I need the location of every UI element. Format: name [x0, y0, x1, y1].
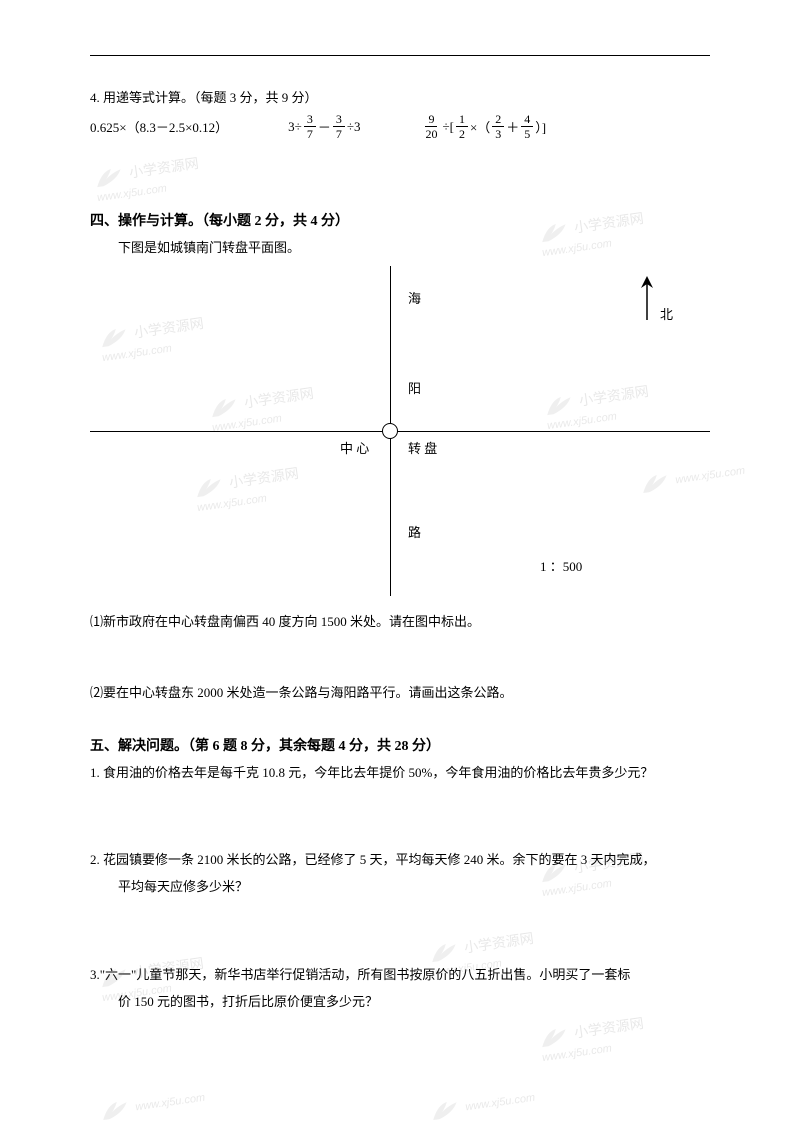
eq2-frac1: 37: [304, 113, 316, 140]
diagram: 海 阳 路 中 心 转 盘 北 1 ：500: [90, 266, 710, 596]
label-yang: 阳: [408, 378, 421, 397]
center-circle: [382, 423, 398, 439]
axis-horizontal: [90, 431, 710, 432]
eq3: 920 ÷[ 12 ×（ 23 ＋ 45 ）]: [420, 113, 546, 140]
label-hai: 海: [408, 288, 421, 307]
section5-q3b: 价 150 元的图书，打折后比原价便宜多少元？: [90, 990, 710, 1013]
watermark-text-cn: 小学资源网: [573, 1015, 645, 1041]
eq2-frac2: 37: [333, 113, 345, 140]
label-north: 北: [660, 304, 673, 323]
watermark-icon: www.xj5u.com: [99, 1088, 206, 1122]
section5-q1: 1. 食用油的价格去年是每千克 10.8 元，今年比去年提价 50%，今年食用油…: [90, 761, 710, 784]
label-zhongxin: 中 心: [340, 438, 369, 457]
north-arrow-icon: [640, 276, 654, 320]
eq2-c: ÷3: [347, 119, 361, 135]
watermark-icon: 小学资源网 www.xj5u.com: [538, 1013, 648, 1065]
watermark-icon: www.xj5u.com: [429, 1088, 536, 1122]
watermark-text-cn: 小学资源网: [128, 155, 200, 181]
section4-q1: ⑴新市政府在中心转盘南偏西 40 度方向 1500 米处。请在图中标出。: [90, 610, 710, 633]
eq3-frac2: 12: [456, 113, 468, 140]
section5-q2b: 平均每天应修多少米？: [90, 875, 710, 898]
eq3-frac1: 920: [422, 113, 440, 140]
label-zhuanpan: 转 盘: [408, 438, 437, 457]
eq3-frac3: 23: [492, 113, 504, 140]
top-rule: [90, 55, 710, 56]
watermark-text-url: www.xj5u.com: [96, 182, 167, 204]
label-scale: 1 ：500: [540, 556, 582, 575]
section4-title: 四、操作与计算。（每小题 2 分，共 4 分）: [90, 210, 710, 230]
section5-title: 五、解决问题。（第 6 题 8 分，其余每题 4 分，共 28 分）: [90, 735, 710, 755]
watermark-text-url: www.xj5u.com: [135, 1092, 206, 1114]
eq3-b: ×（: [470, 117, 490, 136]
section4-q2: ⑵要在中心转盘东 2000 米处造一条公路与海阳路平行。请画出这条公路。: [90, 681, 710, 704]
q4-title: 4. 用递等式计算。（每题 3 分，共 9 分）: [90, 86, 710, 109]
eq1: 0.625×（8.3－2.5×0.12）: [90, 117, 228, 136]
eq3-d: ）]: [535, 117, 546, 136]
eq3-a: ÷[: [442, 119, 453, 135]
section5-q3a: 3."六一"儿童节那天，新华书店举行促销活动，所有图书按原价的八五折出售。小明买…: [90, 963, 710, 986]
section5-q2a: 2. 花园镇要修一条 2100 米长的公路，已经修了 5 天，平均每天修 240…: [90, 848, 710, 871]
eq3-c: ＋: [506, 117, 519, 136]
eq2-b: －: [318, 117, 331, 136]
section4-intro: 下图是如城镇南门转盘平面图。: [90, 236, 710, 259]
eq2-a: 3÷: [288, 119, 302, 135]
watermark-text-url: www.xj5u.com: [465, 1092, 536, 1114]
eq3-frac4: 45: [521, 113, 533, 140]
equation-row: 0.625×（8.3－2.5×0.12） 3÷ 37 － 37 ÷3 920 ÷…: [90, 113, 710, 140]
watermark-text-url: www.xj5u.com: [541, 1042, 612, 1064]
eq2: 3÷ 37 － 37 ÷3: [288, 113, 360, 140]
watermark-icon: 小学资源网 www.xj5u.com: [93, 153, 203, 205]
label-lu: 路: [408, 522, 421, 541]
